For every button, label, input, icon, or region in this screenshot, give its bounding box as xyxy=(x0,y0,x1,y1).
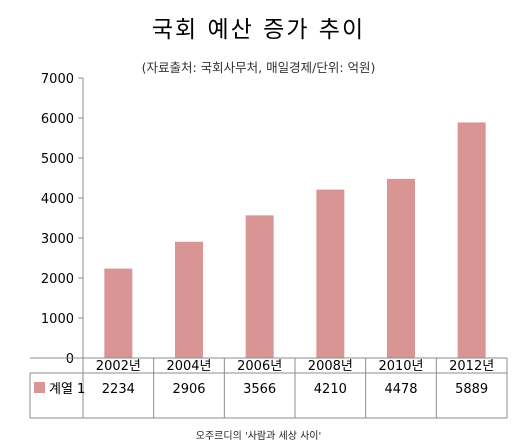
bar xyxy=(387,178,415,358)
legend-label: 계열 1 xyxy=(49,382,85,397)
bar xyxy=(245,215,274,358)
y-tick-label: 0 xyxy=(66,352,74,367)
x-tick-label: 2004년 xyxy=(166,359,211,374)
data-table-value: 4478 xyxy=(384,382,417,397)
data-table-value: 4210 xyxy=(314,382,347,397)
x-tick-label: 2010년 xyxy=(378,359,423,374)
y-tick-label: 7000 xyxy=(41,72,74,87)
chart-title: 국회 예산 증가 추이 xyxy=(151,17,366,43)
y-tick-label: 6000 xyxy=(41,112,74,127)
data-table-value: 3566 xyxy=(243,382,276,397)
x-tick-label: 2006년 xyxy=(237,359,282,374)
image-caption: 오주르디의 '사람과 세상 사이' xyxy=(195,431,322,442)
legend-swatch xyxy=(34,382,45,393)
x-tick-label: 2012년 xyxy=(449,359,494,374)
y-tick-label: 3000 xyxy=(41,232,74,247)
data-table-value: 2234 xyxy=(102,382,135,397)
y-tick-label: 4000 xyxy=(41,192,74,207)
data-table-value: 5889 xyxy=(455,382,488,397)
y-tick-label: 5000 xyxy=(41,152,74,167)
x-tick-label: 2008년 xyxy=(308,359,353,374)
bar xyxy=(104,268,133,358)
y-tick-label: 1000 xyxy=(41,312,74,327)
bar xyxy=(175,241,203,358)
x-tick-label: 2002년 xyxy=(96,359,141,374)
bar xyxy=(316,189,345,358)
chart-subtitle: (자료출처: 국회사무처, 매일경제/단위: 억원) xyxy=(141,60,376,75)
y-tick-label: 2000 xyxy=(41,272,74,287)
data-table-value: 2906 xyxy=(172,382,205,397)
bar xyxy=(457,122,486,358)
